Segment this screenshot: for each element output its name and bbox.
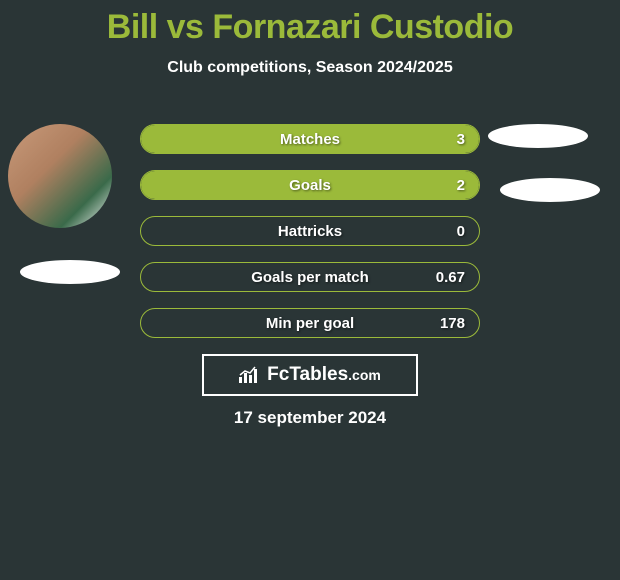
avatar [8,124,112,228]
brand-main: Tables [289,364,348,386]
chart-icon [239,365,261,385]
stat-bar: Matches 3 [140,124,480,154]
brand-prefix: Fc [267,364,289,386]
subtitle: Club competitions, Season 2024/2025 [0,59,620,77]
stat-bar-label: Goals [289,177,331,194]
stat-bar-value: 178 [440,315,465,332]
stat-bar-label: Matches [280,131,340,148]
ellipse-right-2 [500,178,600,202]
brand-suffix: .com [348,367,381,383]
stats-bars: Matches 3 Goals 2 Hattricks 0 Goals per match 0… [140,124,480,354]
brand-box[interactable]: FcTables.com [202,354,418,396]
stat-bar-value: 0.67 [436,269,465,286]
ellipse-left [20,260,120,284]
ellipse-right-1 [488,124,588,148]
stat-bar: Goals 2 [140,170,480,200]
stat-bar-value: 2 [457,177,465,194]
stat-bar-label: Goals per match [251,269,369,286]
stat-bar: Goals per match 0.67 [140,262,480,292]
stat-bar-label: Min per goal [266,315,354,332]
page-title: Bill vs Fornazari Custodio [0,0,620,47]
stat-bar: Hattricks 0 [140,216,480,246]
stat-bar: Min per goal 178 [140,308,480,338]
brand-text: FcTables.com [267,364,381,386]
stat-bar-value: 3 [457,131,465,148]
date-text: 17 september 2024 [0,408,620,428]
stat-bar-label: Hattricks [278,223,342,240]
stat-bar-value: 0 [457,223,465,240]
